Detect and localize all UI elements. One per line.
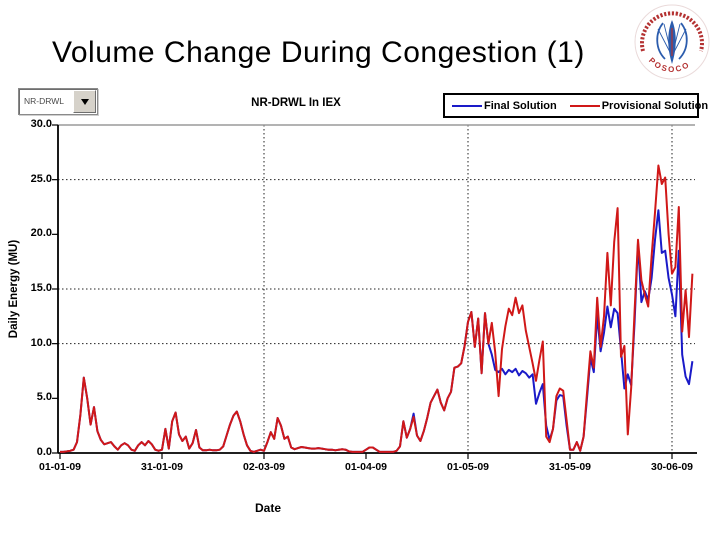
x-tick-label: 01-04-09 bbox=[344, 461, 388, 473]
x-axis-title: Date bbox=[254, 501, 281, 515]
y-tick-label: 20.0 bbox=[30, 227, 52, 240]
logo-top-script-arc bbox=[640, 11, 704, 52]
x-tick-label: 01-01-09 bbox=[38, 461, 82, 473]
y-tick-label: 25.0 bbox=[30, 172, 52, 185]
legend-label-provisional: Provisional Solution bbox=[601, 99, 709, 112]
x-tick-label: 30-06-09 bbox=[650, 461, 694, 473]
posoco-logo: POSOCO bbox=[634, 4, 710, 80]
logo-emblem bbox=[656, 20, 688, 64]
y-tick-label: 15.0 bbox=[30, 282, 52, 294]
series-line-final-solution bbox=[60, 209, 694, 453]
chart-legend: Final Solution Provisional Solution bbox=[443, 93, 708, 118]
x-tick-label: 01-05-09 bbox=[446, 461, 490, 473]
chart-title: NR-DRWL In IEX bbox=[251, 97, 341, 109]
y-tick-label: 10.0 bbox=[30, 336, 52, 349]
provisional-solution-line-swatch bbox=[569, 104, 600, 107]
final-solution-line-swatch bbox=[452, 104, 482, 107]
series-line-provisional-solution bbox=[60, 164, 694, 453]
series-dropdown[interactable]: NR-DRWL bbox=[18, 88, 98, 115]
slide-title: Volume Change During Congestion (1) bbox=[52, 36, 585, 69]
x-tick-label: 31-05-09 bbox=[548, 461, 592, 473]
legend-item-final: Final Solution bbox=[452, 100, 557, 112]
y-tick-label: 30.0 bbox=[30, 118, 52, 130]
chevron-down-icon bbox=[80, 98, 89, 105]
series-dropdown-value: NR-DRWL bbox=[24, 96, 64, 106]
x-tick-label: 02-03-09 bbox=[242, 461, 286, 473]
y-tick-label: 0.0 bbox=[36, 446, 52, 458]
y-tick-label: 5.0 bbox=[36, 391, 52, 404]
legend-item-provisional: Provisional Solution bbox=[569, 99, 709, 112]
x-tick-label: 31-01-09 bbox=[140, 461, 184, 473]
legend-label-final: Final Solution bbox=[484, 99, 557, 112]
series-dropdown-button[interactable] bbox=[73, 90, 96, 113]
